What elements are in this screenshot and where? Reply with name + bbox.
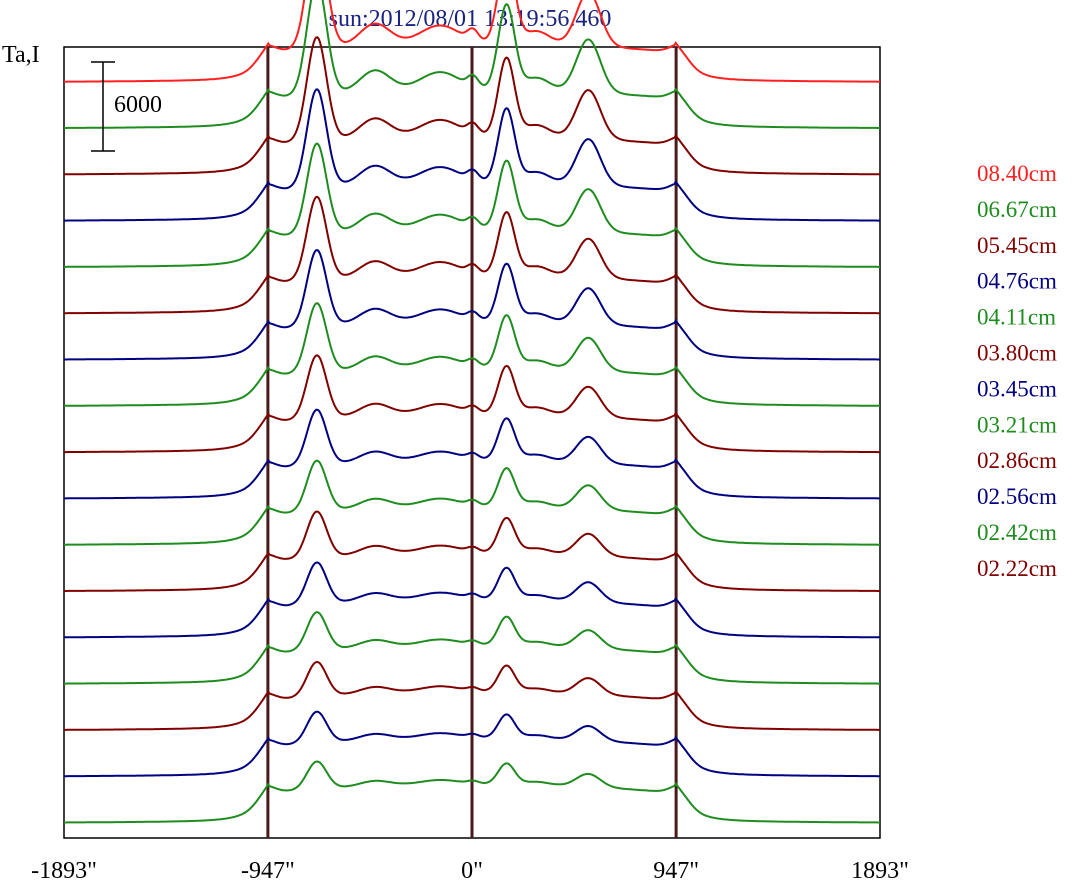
trace-04.76cm bbox=[64, 88, 880, 222]
legend-item-02.22cm: 02.22cm bbox=[977, 556, 1057, 581]
legend-item-04.76cm: 04.76cm bbox=[977, 269, 1057, 294]
trace-02.86cm bbox=[64, 354, 880, 454]
trace-03.21cm bbox=[64, 302, 880, 407]
x-axis-ticks: -1893" -947" 0" 947" 1893" bbox=[31, 858, 909, 884]
legend-item-03.45cm: 03.45cm bbox=[977, 376, 1057, 401]
legend-item-03.21cm: 03.21cm bbox=[977, 412, 1057, 437]
plot-area bbox=[63, 0, 881, 839]
scale-bar-label: 6000 bbox=[114, 92, 162, 118]
legend-item-03.80cm: 03.80cm bbox=[977, 341, 1057, 366]
legend-item-02.86cm: 02.86cm bbox=[977, 448, 1057, 473]
trace-04.11cm bbox=[64, 142, 880, 268]
trace-02.22cm bbox=[64, 510, 880, 592]
x-tick-label-2: 0" bbox=[461, 858, 483, 884]
y-axis-label: Ta,I bbox=[2, 42, 40, 68]
legend: 08.40cm 06.67cm 05.45cm 04.76cm 04.11cm 03.80… bbox=[977, 161, 1057, 581]
trace-unlabeled-14 bbox=[64, 660, 880, 731]
legend-item-08.40cm: 08.40cm bbox=[977, 161, 1057, 186]
trace-03.45cm bbox=[64, 249, 880, 361]
trace-02.56cm bbox=[64, 408, 880, 500]
x-tick-label-1: -947" bbox=[241, 858, 295, 884]
trace-unlabeled-16 bbox=[64, 760, 880, 824]
legend-item-02.56cm: 02.56cm bbox=[977, 484, 1057, 509]
trace-08.40cm bbox=[64, 0, 880, 83]
trace-05.45cm bbox=[64, 36, 880, 176]
x-tick-label-0: -1893" bbox=[31, 858, 97, 884]
trace-02.42cm bbox=[64, 459, 880, 546]
trace-unlabeled-13 bbox=[64, 611, 880, 685]
scale-bar: 6000 bbox=[91, 61, 162, 152]
trace-unlabeled-12 bbox=[64, 561, 880, 639]
trace-06.67cm bbox=[64, 0, 880, 129]
legend-item-04.11cm: 04.11cm bbox=[977, 305, 1056, 330]
legend-item-02.42cm: 02.42cm bbox=[977, 520, 1057, 545]
chart-title: sun:2012/08/01 13:19:56.460 bbox=[329, 6, 612, 32]
legend-item-06.67cm: 06.67cm bbox=[977, 197, 1057, 222]
x-tick-label-4: 1893" bbox=[851, 858, 909, 884]
legend-item-05.45cm: 05.45cm bbox=[977, 233, 1057, 258]
trace-unlabeled-15 bbox=[64, 710, 880, 778]
x-tick-label-3: 947" bbox=[653, 858, 699, 884]
trace-03.80cm bbox=[64, 195, 880, 315]
